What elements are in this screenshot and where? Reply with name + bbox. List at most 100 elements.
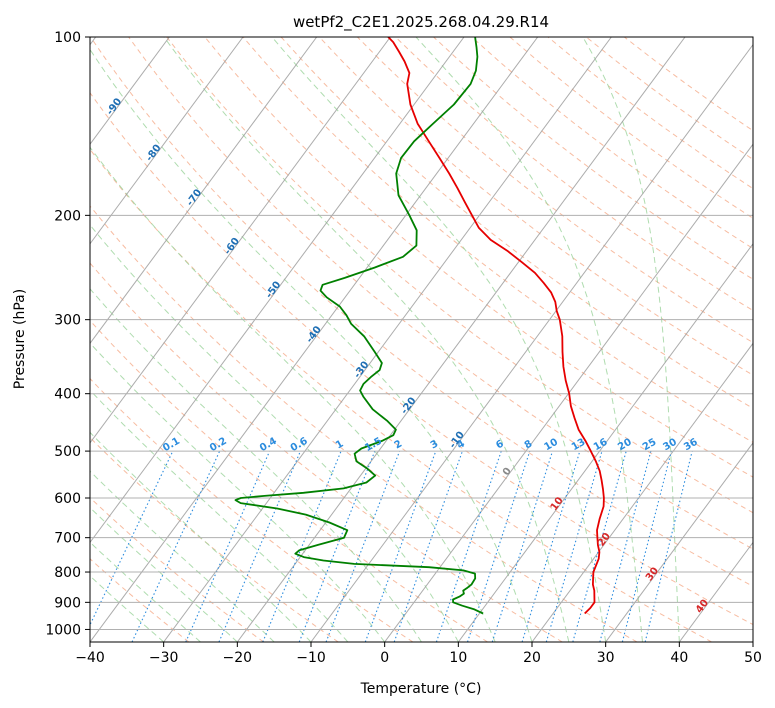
isotherm-label: -50: [264, 280, 284, 301]
dry-adiabat: [433, 37, 753, 280]
dry-adiabat: [128, 37, 753, 550]
isotherm: [90, 37, 170, 146]
x-tick-label: −30: [149, 650, 179, 666]
moist-adiabat: [90, 575, 165, 642]
dry-adiabat: [90, 148, 712, 642]
dewpoint-line: [234, 37, 484, 615]
mixing-ratio-line: [599, 450, 652, 642]
x-tick-label: 20: [523, 650, 541, 666]
background-lines: [90, 37, 753, 642]
moist-adiabat: [582, 37, 680, 642]
dry-adiabat: [547, 37, 753, 190]
isotherm: [90, 37, 318, 345]
dry-adiabat: [90, 91, 753, 626]
isotherm: [457, 242, 753, 642]
x-tick-label: 10: [449, 650, 467, 666]
isotherm: [531, 342, 753, 642]
moist-adiabat: [90, 146, 496, 642]
y-axis-label: Pressure (hPa): [12, 289, 28, 389]
moist-adiabat: [90, 389, 349, 642]
isotherm-label: 40: [694, 598, 711, 616]
x-axis-label: Temperature (°C): [360, 681, 482, 697]
dry-adiabat: [90, 319, 488, 642]
dry-adiabat: [242, 37, 753, 443]
dry-adiabat: [90, 377, 414, 642]
isotherm: [752, 641, 753, 642]
x-tick-label: −10: [296, 650, 326, 666]
x-tick-label: −40: [75, 650, 105, 666]
isotherm: [163, 37, 612, 642]
moist-adiabat: [271, 37, 607, 642]
y-tick-label: 100: [54, 30, 81, 46]
dry-adiabat: [623, 37, 753, 132]
mixing-ratio-line: [644, 450, 693, 642]
moist-adiabat: [90, 541, 201, 642]
mixing-ratio-line: [572, 450, 627, 642]
y-tick-label: 300: [54, 313, 81, 329]
mixing-ratio-label: 4: [455, 438, 467, 451]
isotherm: [384, 143, 753, 642]
moist-adiabat: [90, 506, 238, 642]
dry-adiabat: [280, 37, 753, 409]
dry-adiabat: [509, 37, 753, 219]
mixing-ratio-line: [262, 450, 342, 642]
y-axis: 100 200 300 400 500 600 700 800 900 1000: [45, 30, 90, 638]
dry-adiabat: [166, 37, 753, 514]
x-tick-label: 50: [744, 650, 762, 666]
isotherm: [236, 37, 686, 642]
mixing-ratio-line: [545, 450, 603, 642]
mixing-ratio-line: [218, 450, 301, 642]
isotherm-label: -20: [399, 395, 419, 416]
isotherm: [90, 37, 391, 444]
mixing-ratio-label: 1: [334, 438, 346, 451]
moist-adiabat: [415, 37, 643, 642]
mixing-ratio-label: 8: [523, 438, 535, 451]
chart-title: wetPf2_C2E1.2025.268.04.29.R14: [293, 13, 549, 32]
mixing-ratio-line: [364, 450, 437, 642]
y-tick-label: 800: [54, 565, 81, 581]
temperature-line: [387, 37, 605, 615]
isotherm: [605, 442, 753, 642]
y-tick-label: 200: [54, 208, 81, 224]
isotherm-label: -80: [144, 143, 164, 164]
moist-adiabat: [163, 37, 570, 642]
mixing-ratio-label: 6: [494, 438, 506, 451]
isotherm-label: 30: [644, 565, 661, 583]
profile-lines: [234, 37, 605, 615]
y-tick-label: 1000: [45, 622, 81, 638]
mixing-ratio-line: [90, 450, 174, 627]
isotherm: [90, 37, 244, 245]
isotherm-label: -90: [105, 96, 125, 117]
mixing-ratio-label: 2: [393, 438, 405, 451]
mixing-ratio-label: 3: [429, 438, 441, 451]
mixing-ratio-line: [621, 450, 672, 642]
isotherm: [90, 37, 539, 642]
y-tick-label: 600: [54, 491, 81, 507]
dry-adiabat: [90, 37, 753, 587]
moist-adiabat: [90, 288, 422, 642]
isotherm: [310, 43, 753, 642]
y-tick-label: 400: [54, 387, 81, 403]
dry-adiabat: [357, 37, 753, 344]
x-tick-label: −20: [223, 650, 253, 666]
y-tick-label: 500: [54, 444, 81, 460]
mixing-ratio-line: [466, 450, 531, 642]
line-annotations: -100-90-80-70-60-50-40-30-20-10010203040…: [90, 42, 711, 616]
plot-frame: [89, 36, 754, 643]
isotherm: [90, 37, 465, 544]
y-tick-label: 700: [54, 531, 81, 547]
dry-adiabat: [471, 37, 753, 250]
dry-adiabat: [90, 205, 638, 642]
x-tick-label: 40: [670, 650, 688, 666]
y-tick-label: 900: [54, 595, 81, 611]
mixing-ratio-line: [325, 450, 401, 642]
x-tick-label: 0: [380, 650, 389, 666]
isotherm-label: -70: [185, 187, 205, 208]
moist-adiabat: [90, 470, 275, 642]
dry-adiabat: [318, 37, 753, 376]
mixing-ratio-line: [185, 450, 271, 642]
mixing-ratio-line: [393, 450, 463, 642]
mixing-ratio-line: [521, 450, 581, 642]
moist-adiabat: [90, 224, 459, 642]
